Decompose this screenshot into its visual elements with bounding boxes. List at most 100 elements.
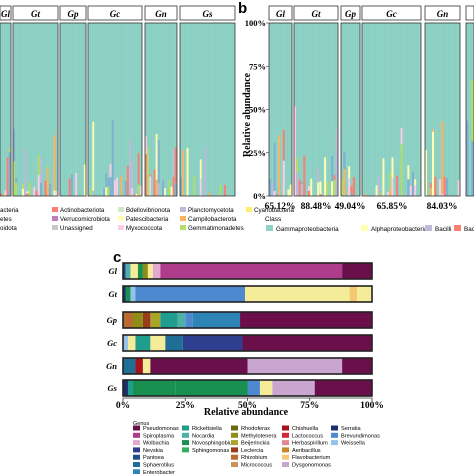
panel-a-gt-stack-segment (28, 182, 31, 196)
panel-b-group-stack-segment (432, 131, 435, 196)
panel-a-gc-stack-segment (124, 180, 127, 196)
panel-b-group-stack-segment (333, 175, 336, 180)
panel-a-gt-stack-segment (22, 183, 25, 189)
panel-c-legend-item: Brevundimonas (341, 433, 380, 439)
panel-b-group-stack-segment (471, 141, 474, 196)
panel-a-group-label: Gc (110, 9, 121, 19)
panel-a-legend-item: Verrucomicrobiota (60, 216, 110, 223)
panel-a-gp-stack-segment (75, 172, 78, 196)
panel-b-group-stack-segment (377, 176, 380, 196)
panel-a-group-frame (12, 22, 59, 197)
panel-b-group-stack-segment (296, 158, 299, 173)
panel-b-group-stack-segment (389, 188, 392, 196)
panel-c-label: c (113, 249, 121, 266)
panel-b-group-stack-segment (443, 176, 446, 196)
panel-a-gn-stack-segment (157, 183, 160, 196)
panel-c-legend-item: Dysgonomonas (292, 463, 331, 469)
panel-b-group-frame (424, 22, 461, 197)
panel-b-group-label: Gl (276, 9, 285, 19)
panel-b-group-stack-segment (278, 135, 281, 196)
panel-b-group-stack-segment (294, 181, 297, 196)
panel-a-gn-stack-segment (153, 169, 156, 176)
panel-c-legend-item: Herbaspirillum (292, 441, 328, 447)
panel-a-gt-stack-segment (33, 186, 36, 196)
panel-b-group-stack-segment (287, 189, 290, 196)
panel-a-gs-stack-segment (180, 177, 182, 196)
panel-c-bar-segment (123, 380, 128, 396)
panel-a-gl-stack-segment (8, 148, 11, 153)
panel-c-bar-segment (135, 335, 151, 351)
panel-a-group-header (0, 5, 12, 21)
panel-c-legend-item: Nocardia (192, 433, 215, 439)
panel-a-gc-stack-segment (116, 177, 119, 196)
panel-a-gs-stack-segment (186, 147, 189, 196)
panel-a-legend-item: Planctomycetota (188, 207, 234, 214)
panel-c-bar-frame (122, 311, 373, 329)
panel-b-group-header (268, 5, 293, 21)
panel-a-legend-swatch (52, 207, 58, 212)
panel-c-x-tick-label: 100% (360, 401, 384, 411)
panel-a-gl-stack-segment (0, 193, 2, 196)
panel-b-group-stack-segment (414, 185, 417, 196)
panel-a-gs-stack-segment (224, 184, 226, 196)
panel-a-gc-stack-segment (92, 121, 95, 191)
panel-a-gl-stack-segment (4, 190, 7, 196)
panel-a-group-label: Gn (155, 9, 167, 19)
panel-a-gl-stack-segment (6, 157, 9, 196)
panel-a-gn-stack-segment (174, 147, 177, 184)
panel-a-legend-swatch (180, 207, 186, 212)
panel-a-gn-stack-segment (155, 179, 158, 196)
panel-c-bar-segment (175, 380, 248, 396)
panel-a-gp-stack-segment (83, 164, 86, 196)
panel-a-gc-stack-segment (137, 152, 140, 185)
panel-a-gp-stack-segment (68, 178, 71, 196)
panel-a-legend-item: Cyanobacteria (254, 207, 294, 214)
panel-a-group-header (59, 5, 87, 21)
panel-b-group-stack-segment (348, 178, 351, 196)
panel-c-bar-segment (247, 380, 260, 396)
panel-c-bar-segment (142, 358, 151, 374)
panel-a-phylum-chart: Gl Gt Gp Gc Gn Gs (0, 5, 236, 197)
panel-b-group-frame (465, 22, 474, 197)
panel-b-class-chart: 100% 75% 50% 25% 0% Gl Gt Gp Gc Gn 65.12% 88.48% 49.… (245, 5, 474, 212)
panel-a-gn-stack-segment (157, 140, 160, 184)
panel-c-bar-frame (122, 379, 373, 397)
panel-b-group-stack-segment (300, 181, 304, 184)
panel-c-bar-segment (314, 380, 372, 396)
panel-c-x-tick-label: 50% (238, 401, 257, 411)
panel-a-gp-stack-segment (70, 174, 73, 196)
panel-b-group-stack-segment (300, 183, 304, 196)
panel-c-bar-segment (192, 312, 241, 328)
panel-a-gc-stack-segment (109, 177, 112, 196)
panel-c-legend-swatch (133, 454, 140, 460)
panel-a-legend-swatch (180, 216, 186, 221)
panel-b-group-percentage: 65.85% (377, 202, 408, 212)
panel-a-gc-stack-segment (135, 193, 138, 196)
panel-c-legend-item: Chishuella (292, 426, 319, 432)
panel-a-legend-item: Patescibacteria (126, 216, 169, 223)
panel-a-gt-stack-segment (37, 174, 40, 196)
panel-c-bar-segment (123, 358, 136, 374)
panel-b-group-stack-segment (386, 191, 390, 196)
panel-c-bar-segment (247, 358, 343, 374)
panel-b-legend-title: Class (265, 216, 282, 223)
panel-c-x-tick-label: 0% (116, 401, 130, 411)
panel-c-bar-segment (130, 263, 138, 279)
panel-b-group-stack-segment (282, 129, 285, 161)
panel-a-gc-stack-segment (124, 178, 127, 181)
panel-a-gn-stack-segment (149, 176, 152, 196)
panel-b-group-frame (268, 22, 293, 197)
panel-b-group-stack-segment (273, 190, 276, 196)
panel-b-group-frame (340, 22, 361, 197)
panel-a-gt-stack-segment (37, 154, 40, 175)
panel-c-legend-swatch (282, 440, 289, 446)
panel-a-gt-stack-segment (46, 166, 49, 168)
panel-c-legend-swatch (231, 440, 238, 446)
panel-a-gs-background (180, 23, 235, 196)
panel-c-bar-segment (185, 312, 193, 328)
panel-c-bar-segment (142, 263, 148, 279)
panel-c-legend-swatch (133, 432, 140, 438)
panel-a-gt-stack-segment (46, 167, 49, 196)
panel-c-bar-segment (132, 312, 143, 328)
